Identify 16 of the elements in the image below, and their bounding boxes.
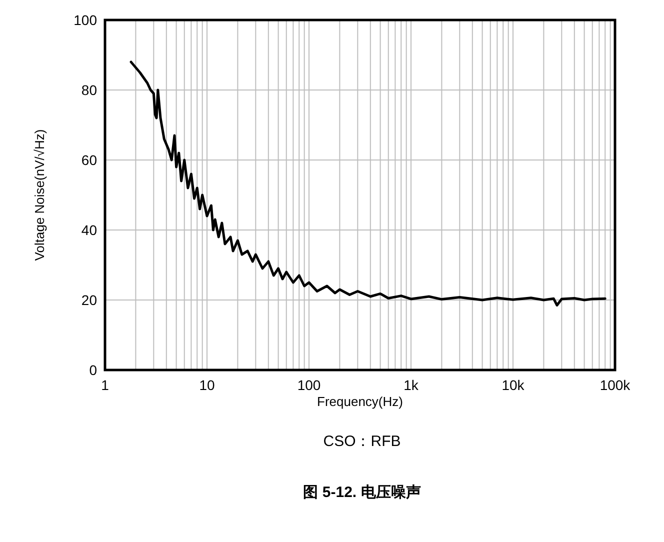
- y-tick-label: 0: [89, 362, 98, 378]
- text: CSO：RFB: [323, 433, 401, 450]
- y-axis-title: Voltage Noise(nV/√Hz): [32, 129, 47, 261]
- text: 图 5-12. 电压噪声: [303, 484, 421, 501]
- x-tick-label: 10k: [502, 377, 526, 393]
- x-axis-title: Frequency(Hz): [317, 394, 403, 409]
- y-tick-label: 40: [81, 222, 98, 238]
- x-tick-label: 1: [101, 377, 110, 393]
- y-tick-label: 60: [81, 152, 98, 168]
- x-tick-label: 100: [297, 377, 321, 393]
- y-tick-label: 20: [81, 292, 98, 308]
- y-tick-label: 80: [81, 82, 98, 98]
- x-tick-label: 1k: [404, 377, 420, 393]
- x-tick-label: 10: [199, 377, 215, 393]
- y-tick-label: 100: [74, 12, 98, 28]
- x-tick-label: 100k: [600, 377, 632, 393]
